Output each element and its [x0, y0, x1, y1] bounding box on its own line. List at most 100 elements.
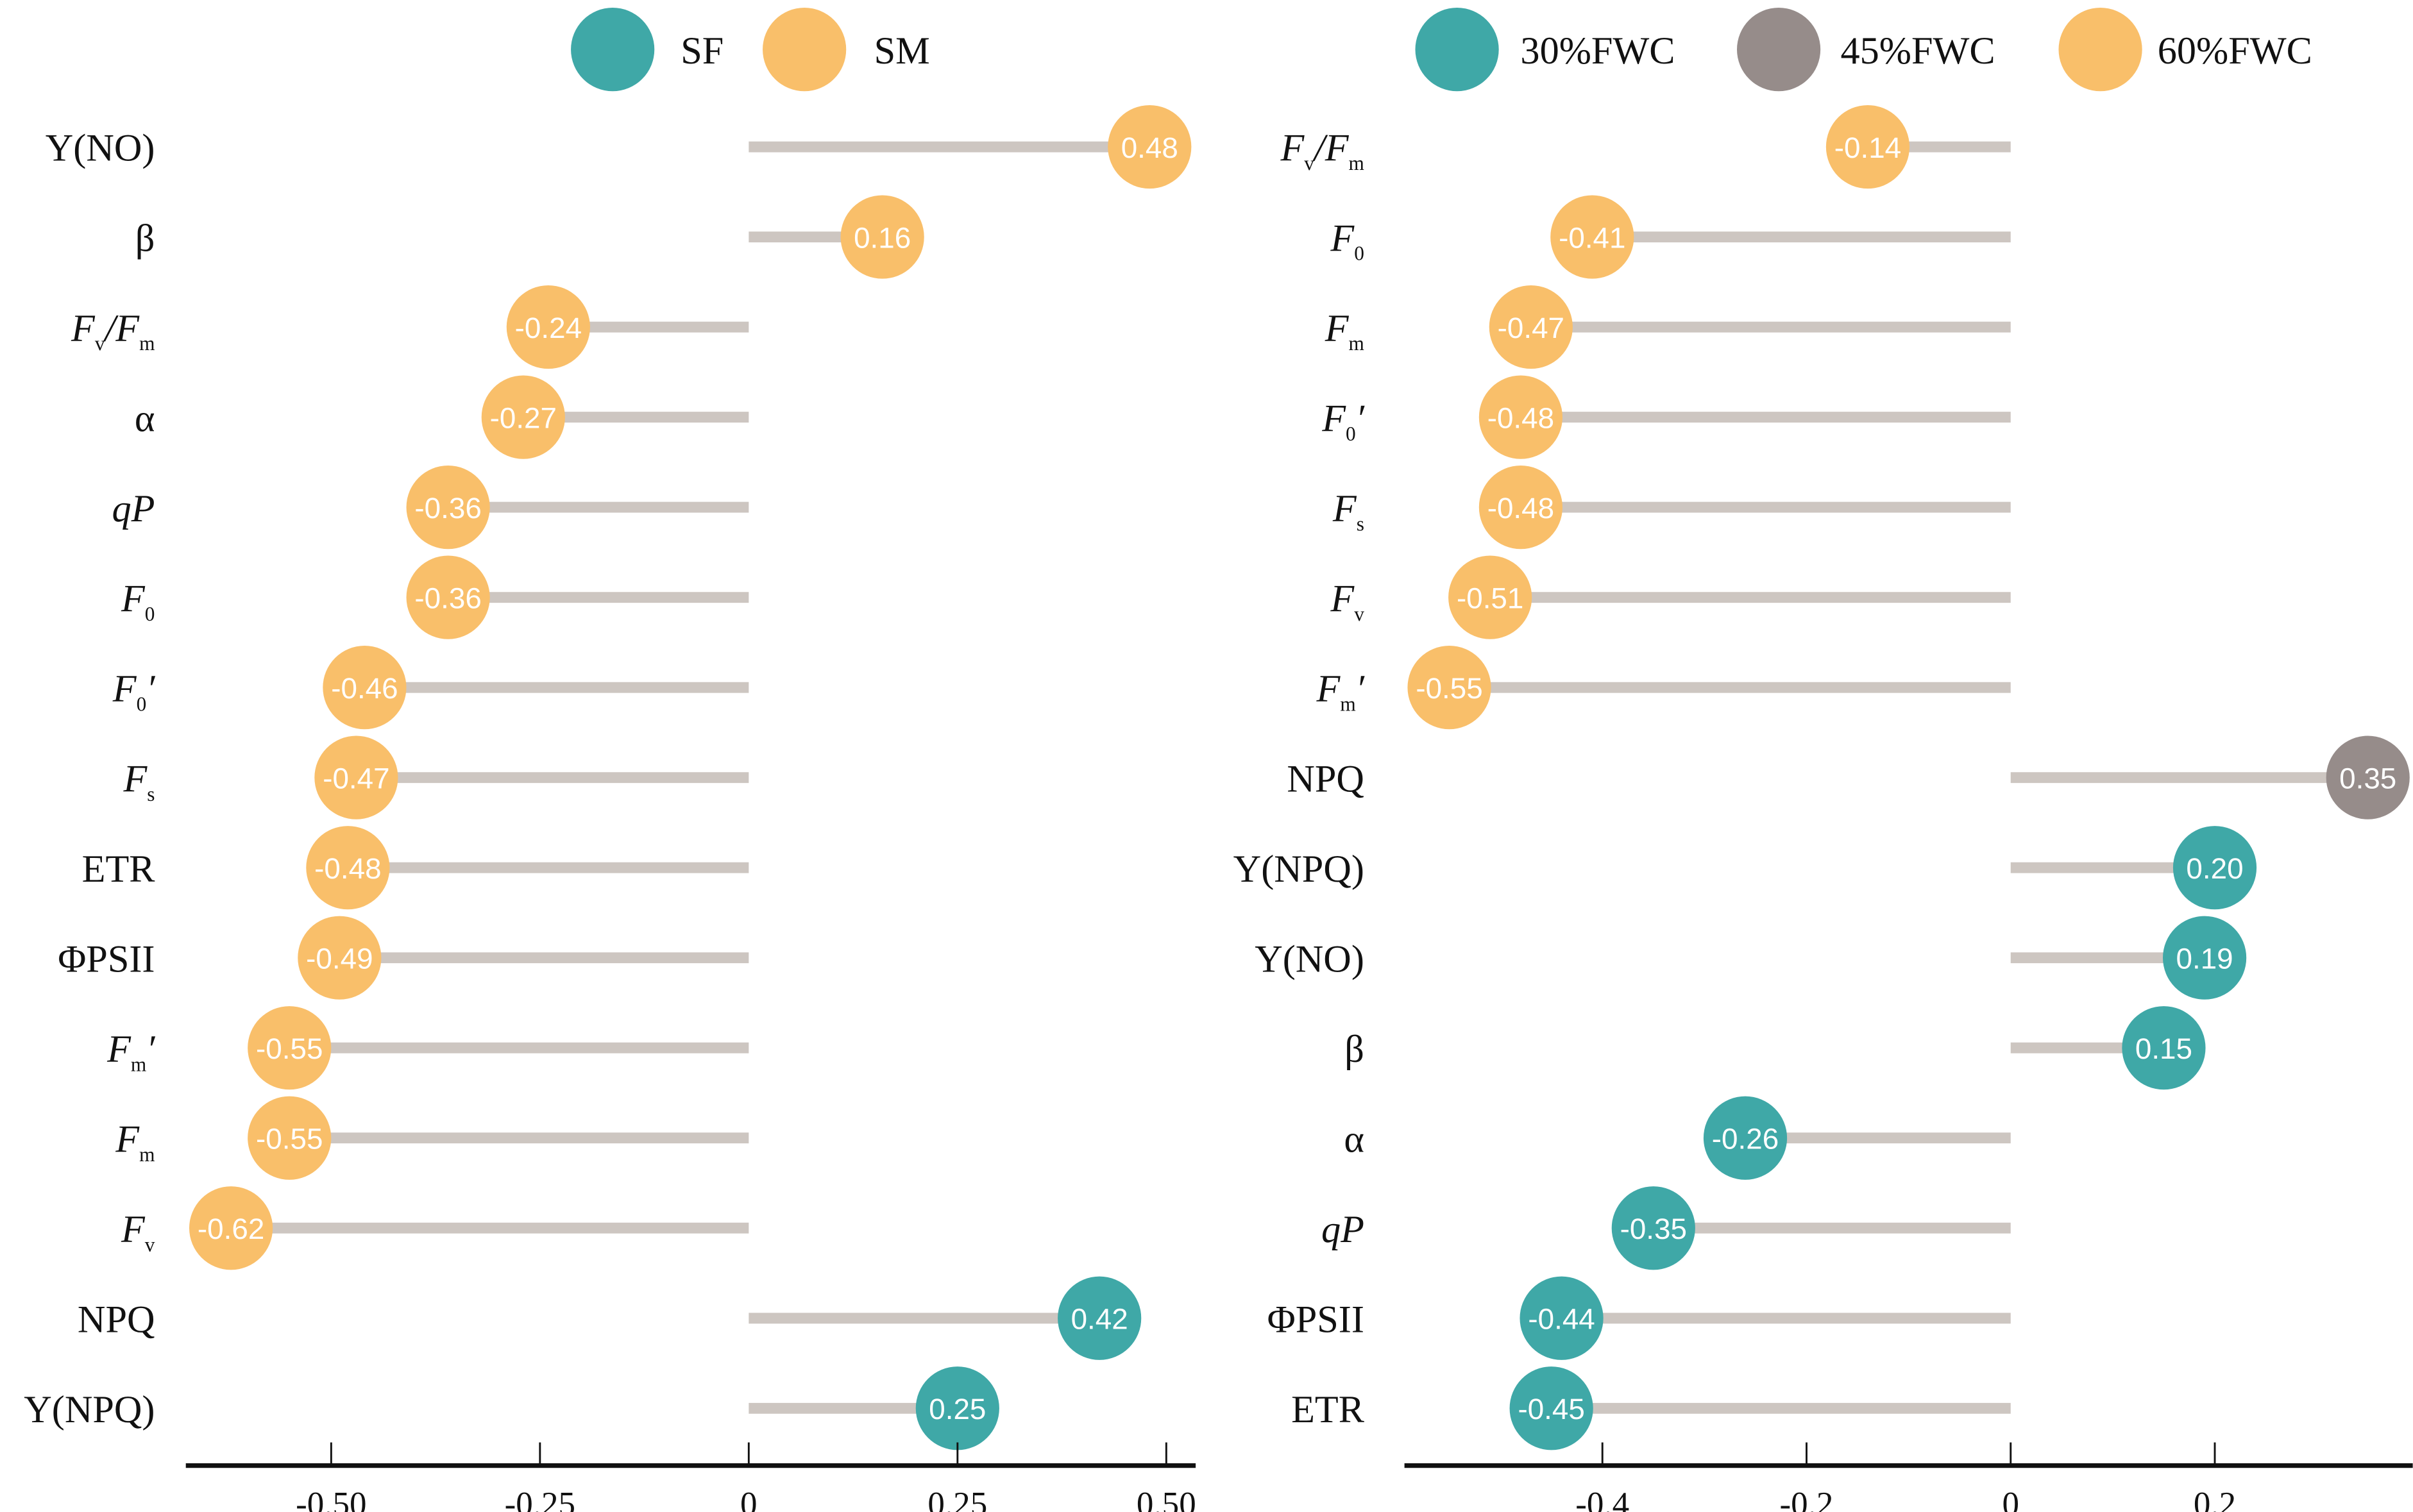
row-label: α [135, 397, 155, 440]
x-tick-label: -0.25 [505, 1486, 575, 1512]
lollipop-row: -0.14 Fv/Fm [1280, 105, 2011, 189]
lollipop-point [314, 735, 398, 819]
data-label: 0.35 [2339, 762, 2396, 795]
lollipop-row: 0.20 Y(NPQ) [1233, 826, 2257, 910]
data-label: -0.47 [1498, 312, 1564, 344]
data-label: -0.35 [1620, 1213, 1687, 1245]
row-label: ETR [82, 848, 156, 891]
row-label-part: /F [1312, 127, 1350, 170]
row-label-part: ′ [146, 1028, 155, 1071]
lollipop-point [2122, 1006, 2206, 1090]
row-label: Fm [1325, 307, 1364, 355]
legend-label: 30%FWC [1520, 29, 1675, 72]
row-label-part: Y(NO) [1255, 937, 1364, 980]
lollipop-row: -0.27 α [135, 375, 749, 459]
row-label: NPQ [78, 1298, 155, 1341]
lollipop-point [1108, 105, 1192, 189]
lollipop-row: -0.36 F0 [121, 555, 749, 639]
row-label: Fv/Fm [71, 307, 155, 355]
data-label: -0.14 [1834, 131, 1901, 164]
lollipop-point [406, 555, 490, 639]
panel-2: 30%FWC 45%FWC 60%FWC -0.14 Fv/Fm -0.41 F0 -0.47… [1233, 8, 2413, 1512]
row-label: Y(NPQ) [1233, 848, 1364, 891]
lollipop-point [1407, 646, 1491, 730]
row-label-part: F [121, 577, 146, 620]
lollipop-row: -0.55 Fm [115, 1096, 749, 1180]
row-label-part: F [1330, 577, 1355, 620]
lollipop-row: -0.55 Fm′ [1316, 646, 2011, 730]
legend-label: 60%FWC [2158, 29, 2312, 72]
lollipop-row: -0.26 α [1344, 1096, 2011, 1180]
row-label: Y(NO) [46, 127, 155, 170]
data-label: 0.16 [854, 221, 911, 254]
lollipop-row: -0.41 F0 [1330, 195, 2011, 279]
legend-label: 45%FWC [1841, 29, 1995, 72]
data-label: 0.15 [2135, 1032, 2192, 1065]
row-label-part: ETR [82, 848, 156, 891]
data-label: -0.49 [306, 943, 373, 975]
row-label: ΦPSII [1267, 1298, 1364, 1341]
row-label: Y(NO) [1255, 937, 1364, 980]
lollipop-point [506, 285, 590, 369]
row-label-part: NPQ [78, 1298, 155, 1341]
row-label: F0 [1330, 217, 1364, 264]
lollipop-row: 0.25 Y(NPQ) [24, 1366, 999, 1450]
data-label: -0.44 [1528, 1303, 1595, 1336]
lollipop-row: 0.19 Y(NO) [1255, 916, 2247, 1000]
data-label: 0.25 [929, 1393, 986, 1425]
row-label-part: qP [112, 487, 155, 530]
lollipop-point [189, 1186, 273, 1270]
row-label-part: F [1332, 487, 1357, 530]
legend-marker-30%FWC [1415, 8, 1499, 92]
lollipop-point [1611, 1186, 1695, 1270]
data-label: -0.27 [490, 401, 557, 434]
row-label-part: ′ [1356, 668, 1365, 710]
legend-label: SF [681, 29, 724, 72]
lollipop-point [298, 916, 382, 1000]
row-label-part: m [1349, 332, 1364, 355]
lollipop-row: 0.48 Y(NO) [46, 105, 1192, 189]
row-label: Fm′ [106, 1028, 155, 1075]
data-label: -0.47 [323, 762, 389, 795]
data-label: -0.41 [1559, 221, 1625, 254]
data-label: -0.26 [1712, 1123, 1779, 1155]
row-label: F0′ [112, 668, 156, 715]
row-label-part: F [115, 1118, 140, 1161]
row-label: Fv/Fm [1280, 127, 1364, 174]
x-tick-label: 0 [740, 1486, 758, 1512]
lollipop-point [1448, 555, 1532, 639]
lollipop-point [1058, 1276, 1142, 1360]
data-label: -0.24 [515, 312, 582, 344]
row-label-part: F [1330, 217, 1355, 260]
row-label: F0′ [1321, 397, 1365, 444]
data-label: -0.55 [256, 1032, 323, 1065]
row-label-part: /F [103, 307, 140, 350]
legend-label: SM [874, 29, 930, 72]
lollipop-point [248, 1006, 332, 1090]
data-label: -0.62 [198, 1213, 264, 1245]
row-label-part: ′ [1356, 397, 1365, 440]
row-label: ΦPSII [58, 937, 155, 980]
row-label-part: F [123, 757, 148, 800]
row-label: α [1344, 1118, 1364, 1161]
legend-marker-60%FWC [2058, 8, 2142, 92]
row-label: Fm [115, 1118, 155, 1165]
lollipop-point [1825, 105, 1910, 189]
row-label-part: β [135, 217, 155, 260]
row-label-part: m [1349, 152, 1364, 174]
panel-1: SF SM0.48Y(NO)0.16β-0.24Fv/Fm-0.27α-0.36q… [24, 8, 1196, 1512]
lollipop-row: -0.47 Fs [123, 735, 749, 819]
row-label: F0 [121, 577, 155, 625]
lollipop-row: 0.35 NPQ [1287, 735, 2410, 819]
data-label: 0.20 [2186, 852, 2243, 885]
row-label: Fv [121, 1208, 155, 1256]
legend-marker-SF [571, 8, 655, 92]
row-label-part: ′ [146, 668, 155, 710]
lollipop-row: -0.49 ΦPSII [58, 916, 749, 1000]
row-label-part: ΦPSII [58, 937, 155, 980]
lollipop-row: -0.46 F0′ [112, 646, 749, 730]
row-label: β [1344, 1028, 1364, 1071]
lollipop-row: -0.48 Fs [1332, 466, 2011, 550]
lollipop-point [406, 466, 490, 550]
